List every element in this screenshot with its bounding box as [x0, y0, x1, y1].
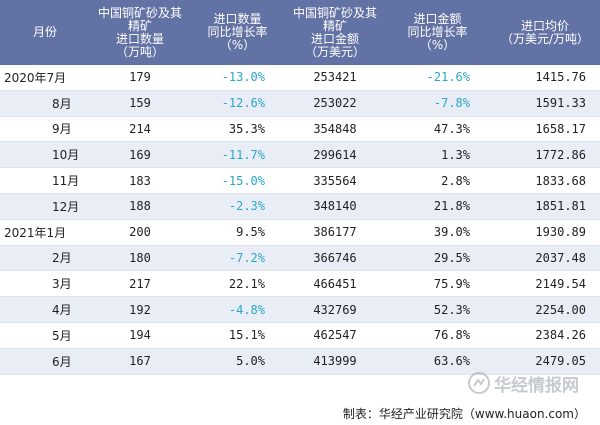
import-amount-cell: 462547: [313, 328, 357, 343]
header-qty-growth: 进口数量 同比增长率 （%）: [207, 12, 268, 52]
amount-growth-cell: 47.3%: [433, 121, 470, 136]
qty-growth-cell: 5.0%: [236, 354, 265, 369]
huajing-logo-icon: [468, 372, 490, 394]
import-amount-cell: 253022: [313, 96, 357, 111]
source-footer: 制表：华经产业研究院（www.huaon.com）: [0, 399, 600, 425]
header-month: 月份: [32, 25, 57, 39]
table-row: 9月 214 35.3% 354848 47.3% 1658.17: [0, 116, 600, 143]
qty-growth-cell: -12.6%: [221, 96, 265, 111]
import-amount-cell: 466451: [313, 276, 357, 291]
qty-growth-cell: 15.1%: [228, 328, 265, 343]
month-cell: 10月: [52, 148, 80, 163]
import-amount-cell: 432769: [313, 302, 357, 317]
table-row: 12月 188 -2.3% 348140 21.8% 1851.81: [0, 193, 600, 220]
header-import-qty: 中国铜矿砂及其 精矿 进口数量 （万吨）: [97, 5, 182, 59]
qty-growth-cell: -7.2%: [228, 250, 265, 265]
avg-price-cell: 1772.86: [535, 147, 586, 162]
qty-growth-cell: 22.1%: [228, 276, 265, 291]
month-cell: 8月: [52, 96, 72, 111]
import-amount-cell: 253421: [313, 70, 357, 85]
table-row: 5月 194 15.1% 462547 76.8% 2384.26: [0, 322, 600, 349]
qty-growth-cell: -2.3%: [228, 199, 265, 214]
import-amount-cell: 413999: [313, 354, 357, 369]
amount-growth-cell: 39.0%: [433, 225, 470, 240]
avg-price-cell: 2384.26: [535, 328, 586, 343]
table-row: 8月 159 -12.6% 253022 -7.8% 1591.33: [0, 90, 600, 117]
amount-growth-cell: 76.8%: [433, 328, 470, 343]
table-row: 10月 169 -11.7% 299614 1.3% 1772.86: [0, 142, 600, 169]
import-table: 月份 中国铜矿砂及其 精矿 进口数量 （万吨） 进口数量 同比增长率 （%） 中…: [0, 0, 600, 375]
import-qty-cell: 188: [129, 199, 151, 214]
table-body: 2020年7月 179 -13.0% 253421 -21.6% 1415.76 8月 159…: [0, 65, 600, 375]
amount-growth-cell: 29.5%: [433, 250, 470, 265]
import-amount-cell: 335564: [313, 173, 357, 188]
month-cell: 5月: [52, 328, 72, 343]
avg-price-cell: 1591.33: [535, 96, 586, 111]
avg-price-cell: 1833.68: [535, 173, 586, 188]
qty-growth-cell: 9.5%: [236, 225, 265, 240]
import-qty-cell: 183: [129, 173, 151, 188]
table-row: 2021年1月 200 9.5% 386177 39.0% 1930.89: [0, 219, 600, 246]
month-cell: 11月: [52, 174, 80, 189]
import-qty-cell: 192: [129, 302, 151, 317]
amount-growth-cell: 21.8%: [433, 199, 470, 214]
amount-growth-cell: 2.8%: [441, 173, 470, 188]
avg-price-cell: 1851.81: [535, 199, 586, 214]
import-amount-cell: 366746: [313, 250, 357, 265]
import-qty-cell: 169: [129, 147, 151, 162]
month-cell: 12月: [52, 199, 80, 214]
import-qty-cell: 167: [129, 354, 151, 369]
qty-growth-cell: -13.0%: [221, 70, 265, 85]
import-qty-cell: 214: [129, 121, 151, 136]
import-amount-cell: 354848: [313, 121, 357, 136]
import-amount-cell: 299614: [313, 147, 357, 162]
qty-growth-cell: -11.7%: [221, 147, 265, 162]
month-cell: 2月: [52, 251, 72, 266]
watermark: 华经情报网: [468, 369, 598, 397]
avg-price-cell: 2479.05: [535, 354, 586, 369]
table-row: 2月 180 -7.2% 366746 29.5% 2037.48: [0, 245, 600, 272]
footer-text: 制表：华经产业研究院（www.huaon.com）: [342, 407, 586, 421]
import-qty-cell: 217: [129, 276, 151, 291]
avg-price-cell: 2149.54: [535, 276, 586, 291]
amount-growth-cell: 1.3%: [441, 147, 470, 162]
avg-price-cell: 2037.48: [535, 250, 586, 265]
import-qty-cell: 194: [129, 328, 151, 343]
month-cell: 3月: [52, 277, 72, 292]
amount-growth-cell: 63.6%: [433, 354, 470, 369]
qty-growth-cell: -4.8%: [228, 302, 265, 317]
table-row: 2020年7月 179 -13.0% 253421 -21.6% 1415.76: [0, 65, 600, 91]
import-qty-cell: 200: [129, 225, 151, 240]
month-cell: 2020年7月: [4, 70, 67, 85]
table-row: 4月 192 -4.8% 432769 52.3% 2254.00: [0, 297, 600, 323]
avg-price-cell: 2254.00: [535, 302, 586, 317]
qty-growth-cell: 35.3%: [228, 121, 265, 136]
table-row: 11月 183 -15.0% 335564 2.8% 1833.68: [0, 168, 600, 194]
avg-price-cell: 1658.17: [535, 121, 586, 136]
import-qty-cell: 159: [129, 96, 151, 111]
import-amount-cell: 386177: [313, 225, 357, 240]
amount-growth-cell: -7.8%: [433, 96, 470, 111]
amount-growth-cell: 52.3%: [433, 302, 470, 317]
avg-price-cell: 1930.89: [535, 225, 586, 240]
table-row: 6月 167 5.0% 413999 63.6% 2479.05: [0, 348, 600, 375]
month-cell: 9月: [52, 122, 72, 137]
month-cell: 2021年1月: [4, 225, 67, 240]
header-avg-price: 进口均价 （万美元/万吨）: [500, 18, 590, 46]
watermark-text: 华经情报网: [494, 375, 579, 396]
header-amount-growth: 进口金额 同比增长率 （%）: [407, 12, 468, 52]
import-amount-cell: 348140: [313, 199, 357, 214]
amount-growth-cell: -21.6%: [426, 70, 470, 85]
month-cell: 6月: [52, 354, 72, 369]
avg-price-cell: 1415.76: [535, 70, 586, 85]
qty-growth-cell: -15.0%: [221, 173, 265, 188]
import-qty-cell: 180: [129, 250, 151, 265]
month-cell: 4月: [52, 303, 72, 318]
table-header: 月份 中国铜矿砂及其 精矿 进口数量 （万吨） 进口数量 同比增长率 （%） 中…: [0, 0, 600, 65]
amount-growth-cell: 75.9%: [433, 276, 470, 291]
import-qty-cell: 179: [129, 70, 151, 85]
table-row: 3月 217 22.1% 466451 75.9% 2149.54: [0, 271, 600, 298]
header-import-amount: 中国铜矿砂及其 精矿 进口金额 （万美元）: [292, 5, 377, 59]
